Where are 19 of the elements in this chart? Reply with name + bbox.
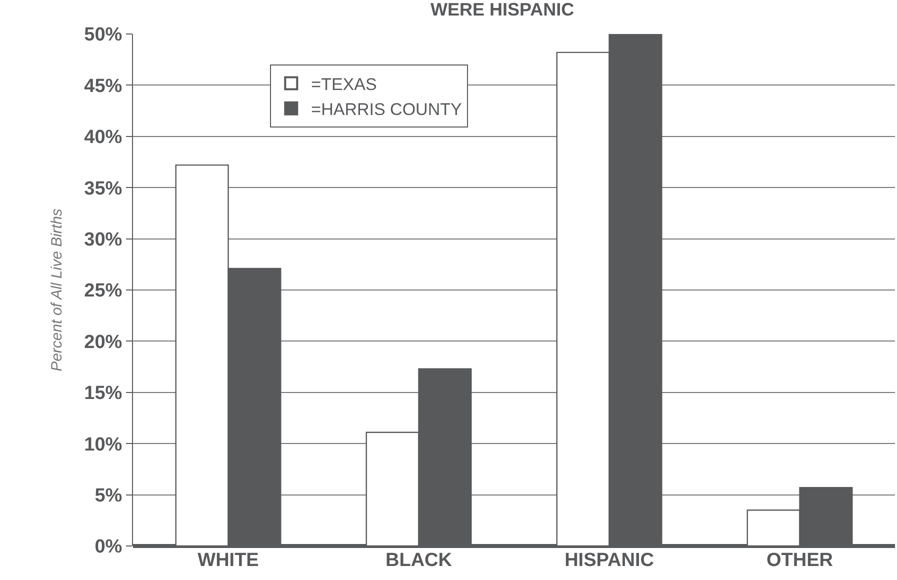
- y-tick-label: 40%: [84, 127, 122, 148]
- chart-title: WERE HISPANIC: [430, 0, 574, 20]
- x-tick-label: HISPANIC: [564, 550, 654, 571]
- y-tick-label: 25%: [84, 280, 122, 302]
- x-tick-label: OTHER: [766, 550, 834, 571]
- y-tick-label: 45%: [84, 76, 122, 97]
- y-tick-label: 35%: [84, 178, 122, 200]
- y-tick-label: 15%: [84, 383, 122, 404]
- y-tick-label: 10%: [84, 434, 122, 456]
- y-tick-label: 50%: [84, 24, 122, 46]
- x-tick-label: BLACK: [386, 550, 452, 571]
- x-tick-label: WHITE: [198, 550, 259, 571]
- legend-label: =TEXAS: [311, 74, 377, 94]
- legend-label: =HARRIS COUNTY: [311, 100, 462, 119]
- y-tick-label: 20%: [84, 332, 122, 353]
- y-tick-label: 5%: [94, 485, 122, 506]
- y-axis-title: Percent of All Live Births: [48, 208, 66, 372]
- y-tick-label: 30%: [84, 229, 122, 250]
- y-tick-label: 0%: [94, 536, 122, 558]
